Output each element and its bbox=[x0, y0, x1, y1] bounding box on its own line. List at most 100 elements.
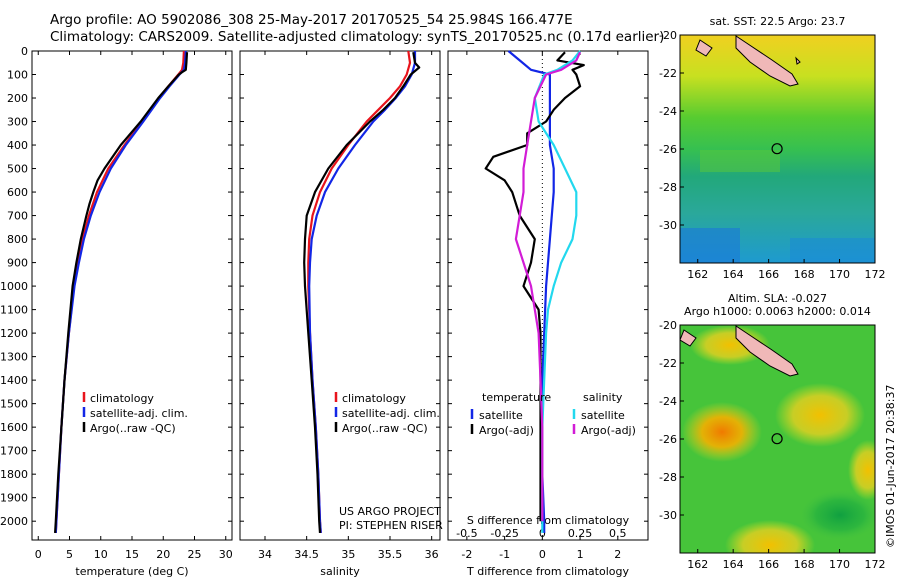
depth-tick-label: 200 bbox=[7, 92, 28, 105]
sst_map-xtick-label: 166 bbox=[758, 268, 779, 281]
depth-tick-label: 900 bbox=[7, 257, 28, 270]
panel-sla_map: 162 164 166 168 170 172 -20 -22 -24 -26 -28 -30 Alti… bbox=[659, 292, 885, 571]
difference-xtick2-label: -0.5 bbox=[456, 527, 477, 540]
depth-tick-label: 0 bbox=[21, 45, 28, 58]
sst_map-ytick-label: -22 bbox=[659, 67, 677, 80]
temperature-xtick-label: 10 bbox=[94, 548, 108, 561]
sst_map-xtick-label: 164 bbox=[723, 268, 744, 281]
sst_map-xtick-label: 168 bbox=[794, 268, 815, 281]
temperature-series-0 bbox=[54, 50, 185, 533]
temperature-legend-label: climatology bbox=[90, 392, 154, 405]
header-line-1: Argo profile: AO 5902086_308 25-May-2017… bbox=[50, 12, 573, 28]
difference-series-3 bbox=[514, 51, 582, 522]
sst-land bbox=[695, 35, 801, 87]
temperature-xtick-label: 5 bbox=[66, 548, 73, 561]
difference-legend-label: Argo(-adj) bbox=[479, 424, 534, 437]
difference-xtick-label: -1 bbox=[499, 548, 510, 561]
difference-legend-label: Argo(-adj) bbox=[581, 424, 636, 437]
sla_map-ytick-label: -20 bbox=[659, 319, 677, 332]
header-line-2: Climatology: CARS2009. Satellite-adjuste… bbox=[50, 29, 665, 45]
depth-tick-label: 1300 bbox=[0, 351, 28, 364]
sla_map-ytick-label: -22 bbox=[659, 357, 677, 370]
difference-xtick-label: 0 bbox=[539, 548, 546, 561]
salinity-legend-label: satellite-adj. clim. bbox=[342, 407, 440, 420]
depth-tick-label: 2000 bbox=[0, 515, 28, 528]
salinity-xtick-label: 35.5 bbox=[378, 548, 403, 561]
depth-tick-label: 1900 bbox=[0, 492, 28, 505]
depth-tick-label: 1100 bbox=[0, 304, 28, 317]
depth-tick-label: 1400 bbox=[0, 374, 28, 387]
sst_map-ytick-label: -26 bbox=[659, 143, 677, 156]
salinity-annotation: PI: STEPHEN RISER bbox=[339, 519, 443, 532]
depth-tick-label: 700 bbox=[7, 210, 28, 223]
difference-xtick2-label: 0.5 bbox=[609, 527, 627, 540]
difference-xtick2-label: 0 bbox=[539, 527, 546, 540]
difference-legend-title-temperature: temperature bbox=[482, 391, 551, 404]
temperature-xtick-label: 20 bbox=[156, 548, 170, 561]
sla_map-title: Altim. SLA: -0.027 bbox=[728, 292, 827, 305]
sla_map-subtitle: Argo h1000: 0.0063 h2000: 0.014 bbox=[684, 305, 871, 318]
temperature-xlabel: temperature (deg C) bbox=[75, 565, 188, 578]
temperature-frame bbox=[31, 50, 233, 541]
sla_map-xtick-label: 170 bbox=[829, 558, 850, 571]
sst_map-ytick-label: -30 bbox=[659, 219, 677, 232]
sst_map-title: sat. SST: 22.5 Argo: 23.7 bbox=[710, 15, 846, 28]
sst_map-argo-marker bbox=[771, 143, 783, 155]
difference-xlabel: T difference from climatology bbox=[466, 565, 629, 578]
sla_map-xtick-label: 162 bbox=[687, 558, 708, 571]
difference-legend-title-salinity: salinity bbox=[583, 391, 623, 404]
salinity-frame bbox=[239, 50, 441, 541]
depth-tick-label: 600 bbox=[7, 186, 28, 199]
salinity-series-2 bbox=[303, 52, 421, 533]
salinity-legend-label: climatology bbox=[342, 392, 406, 405]
difference-xtick-label: -2 bbox=[461, 548, 472, 561]
salinity-xtick-label: 34.5 bbox=[294, 548, 319, 561]
temperature-legend-label: Argo(..raw -QC) bbox=[90, 422, 176, 435]
sla_map-argo-marker bbox=[771, 433, 783, 445]
temperature-xtick-label: 0 bbox=[35, 548, 42, 561]
salinity-series-1 bbox=[308, 51, 417, 533]
sla_map-ytick-label: -28 bbox=[659, 471, 677, 484]
sst-map-field bbox=[680, 35, 875, 263]
difference-xtick-label: 2 bbox=[614, 548, 621, 561]
temperature-series-2 bbox=[54, 52, 189, 533]
depth-tick-label: 1700 bbox=[0, 445, 28, 458]
sla_map-ytick-label: -30 bbox=[659, 509, 677, 522]
difference-xlabel2: S difference from climatology bbox=[467, 514, 630, 527]
sla_map-ytick-label: -24 bbox=[659, 395, 677, 408]
difference-xtick2-label: -0.25 bbox=[490, 527, 518, 540]
sst_map-xtick-label: 162 bbox=[687, 268, 708, 281]
sst_map-ytick-label: -24 bbox=[659, 105, 677, 118]
depth-tick-label: 1800 bbox=[0, 468, 28, 481]
salinity-xtick-label: 35 bbox=[341, 548, 355, 561]
sla-land bbox=[680, 325, 799, 377]
sla_map-xtick-label: 172 bbox=[865, 558, 886, 571]
depth-tick-label: 1500 bbox=[0, 398, 28, 411]
sla-map-field bbox=[680, 325, 875, 553]
sst_map-ytick-label: -28 bbox=[659, 181, 677, 194]
difference-legend-label: satellite bbox=[479, 409, 523, 422]
sla_map-xtick-label: 168 bbox=[794, 558, 815, 571]
temperature-xtick-label: 25 bbox=[188, 548, 202, 561]
sla_map-xtick-label: 166 bbox=[758, 558, 779, 571]
sla_map-xtick-label: 164 bbox=[723, 558, 744, 571]
depth-tick-label: 500 bbox=[7, 163, 28, 176]
depth-tick-label: 1200 bbox=[0, 327, 28, 340]
difference-xtick2-label: 0.25 bbox=[568, 527, 593, 540]
difference-xtick-label: 1 bbox=[577, 548, 584, 561]
sst_map-xtick-label: 170 bbox=[829, 268, 850, 281]
depth-tick-label: 800 bbox=[7, 233, 28, 246]
panel-salinity: 34 34.5 35 35.5 36 salinity climatology satelli… bbox=[239, 50, 443, 578]
depth-tick-label: 300 bbox=[7, 116, 28, 129]
temperature-series-1 bbox=[54, 50, 187, 533]
panel-sst_map: 162 164 166 168 170 172 -20 -22 -24 -26 -28 -30 sat.… bbox=[659, 15, 885, 281]
depth-tick-label: 1000 bbox=[0, 280, 28, 293]
chart-layer: 0100200300400500600700800900100011001200… bbox=[0, 15, 886, 578]
temperature-legend-label: satellite-adj. clim. bbox=[90, 407, 188, 420]
salinity-xtick-label: 36 bbox=[425, 548, 439, 561]
salinity-xtick-label: 34 bbox=[258, 548, 272, 561]
sla_map-ytick-label: -26 bbox=[659, 433, 677, 446]
panel-temperature: 0100200300400500600700800900100011001200… bbox=[0, 45, 233, 578]
salinity-series-0 bbox=[307, 50, 412, 533]
difference-legend-label: satellite bbox=[581, 409, 625, 422]
